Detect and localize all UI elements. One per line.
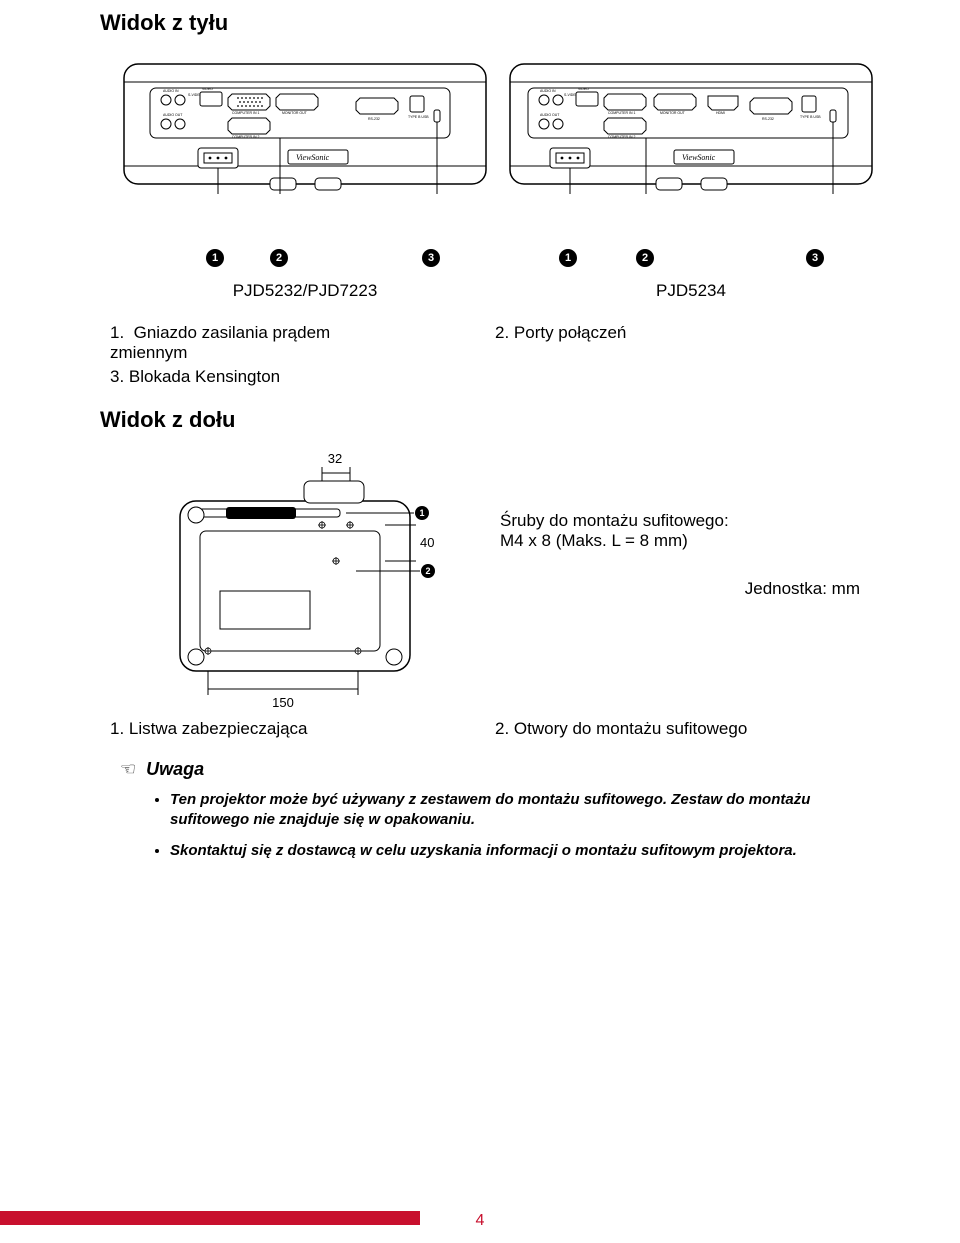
label-audio-out: AUDIO OUT [540,113,560,117]
dim-150: 150 [272,695,294,710]
rear-legend: 1. Gniazdo zasilania prądem zmiennym 3. … [110,323,860,387]
screw-line2: M4 x 8 (Maks. L = 8 mm) [500,531,860,551]
callout-2: 2 [270,249,288,267]
label-audio-in: AUDIO IN [540,89,556,93]
note-heading: ☞ Uwaga [120,759,860,780]
note-heading-text: Uwaga [146,759,204,780]
rs232-port [356,98,398,114]
bottom-legend: 1. Listwa zabezpieczająca 2. Otwory do m… [110,719,860,739]
rear-view-heading: Widok z tyłu [100,10,860,36]
label-hdmi: HDMI [716,111,725,115]
screw-line1: Śruby do montażu sufitowego: [500,511,860,531]
label-video: VIDEO [578,87,589,91]
unit-info: Jednostka: mm [500,579,860,599]
note-item-2: Skontaktuj się z dostawcą w celu uzyskan… [170,841,860,861]
hand-icon: ☞ [120,759,136,780]
label-audio-in: AUDIO IN [163,89,179,93]
label-comp2: COMPUTER IN 2 [608,135,635,139]
rear-diagram-left: AUDIO IN S-VIDEO AUDIO OUT VIDEO COMPUTE… [120,54,490,194]
callout-3: 3 [806,249,824,267]
bottom-legend-2: 2. Otwory do montażu sufitowego [495,719,860,739]
legend-item-1: 1. Gniazdo zasilania prądem zmiennym [110,323,410,363]
rear-view-figures: AUDIO IN S-VIDEO AUDIO OUT VIDEO COMPUTE… [120,54,860,301]
model-right: PJD5234 [506,281,876,301]
label-monout: MONITOR OUT [282,111,308,115]
model-left: PJD5232/PJD7223 [120,281,490,301]
note-item-1: Ten projektor może być używany z zestawe… [170,790,860,831]
note-list: Ten projektor może być używany z zestawe… [100,790,860,861]
callout-sm-1: 1 [419,508,424,518]
vga-comp1 [228,94,270,110]
label-monout: MONITOR OUT [660,111,686,115]
label-comp1: COMPUTER IN 1 [608,111,635,115]
rear-diagram-right: AUDIO IN S-VIDEO AUDIO OUT VIDEO COMPUTE… [506,54,876,194]
label-comp2: COMPUTER IN 2 [232,135,259,139]
legend-item-3: 3. Blokada Kensington [110,367,475,387]
label-audio-out: AUDIO OUT [163,113,183,117]
bottom-diagram: 32 [160,451,460,711]
vga-comp2 [228,118,270,134]
callout-1: 1 [206,249,224,267]
vga-monout [276,94,318,110]
bottom-view-heading: Widok z dołu [100,407,860,433]
label-usb: TYPE B USB [408,115,429,119]
page-number: 4 [0,1212,960,1230]
label-video: VIDEO [202,87,213,91]
callout-sm-2: 2 [425,566,430,576]
page-footer: 4 [0,1195,960,1243]
callout-3: 3 [422,249,440,267]
label-rs232: RS-232 [368,117,380,121]
brand-label: ViewSonic [682,153,716,162]
legend-item-2: 2. Porty połączeń [495,323,860,387]
label-rs232: RS-232 [762,117,774,121]
brand-label: ViewSonic [296,153,330,162]
bottom-legend-1: 1. Listwa zabezpieczająca [110,719,475,739]
label-comp1: COMPUTER IN 1 [232,111,259,115]
dim-32: 32 [328,451,342,466]
screw-info: Śruby do montażu sufitowego: M4 x 8 (Mak… [500,511,860,551]
callout-1: 1 [559,249,577,267]
label-usb: TYPE B USB [800,115,821,119]
dim-40: 40 [420,535,434,550]
callout-2: 2 [636,249,654,267]
